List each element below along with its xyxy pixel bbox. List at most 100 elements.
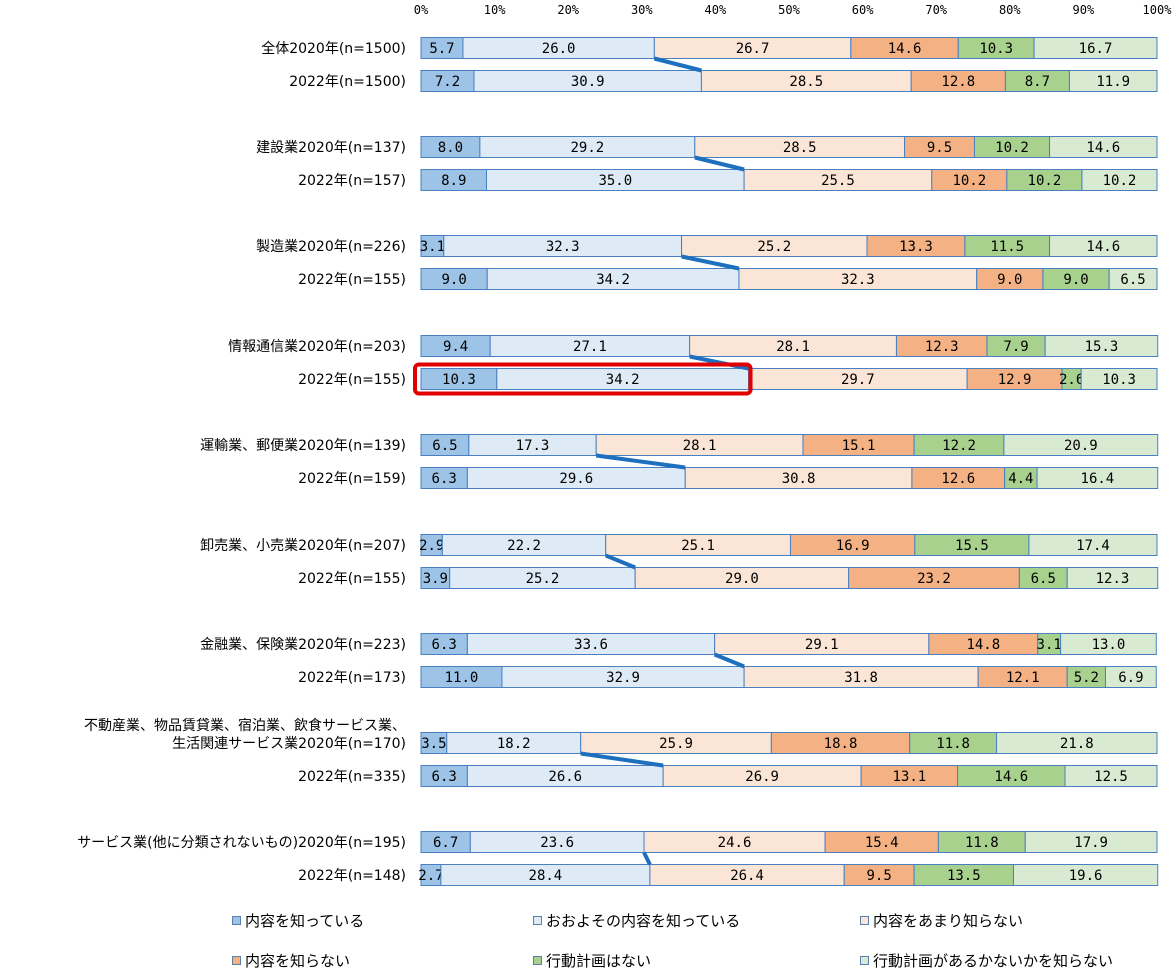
segment-value-label: 28.1 <box>776 339 810 355</box>
row-label: 製造業2020年(n=226) <box>256 239 406 255</box>
segment-value-label: 32.3 <box>841 272 875 288</box>
connector-line <box>713 652 745 669</box>
legend-label: 内容を知らない <box>245 952 351 970</box>
segment-value-label: 35.0 <box>598 173 632 189</box>
segment-value-label: 16.7 <box>1079 41 1113 57</box>
segment-value-label: 8.7 <box>1025 74 1050 90</box>
segment-value-label: 13.5 <box>947 868 981 884</box>
segment-value-label: 16.9 <box>836 538 870 554</box>
segment-value-label: 29.2 <box>570 140 604 156</box>
segment-value-label: 3.1 <box>420 239 445 255</box>
segment-value-label: 17.3 <box>516 438 550 454</box>
x-tick-label: 80% <box>999 3 1021 17</box>
segment-value-label: 24.6 <box>718 835 752 851</box>
row-label: 2022年(n=1500) <box>289 74 406 90</box>
row-label: 2022年(n=155) <box>298 571 406 587</box>
segment-value-label: 11.8 <box>936 736 970 752</box>
bar-segment <box>996 732 1158 754</box>
segment-value-label: 26.6 <box>548 769 582 785</box>
segment-value-label: 32.9 <box>606 670 640 686</box>
bar-segment <box>1068 70 1158 92</box>
segment-value-label: 6.9 <box>1118 670 1143 686</box>
row-label: 2022年(n=155) <box>298 272 406 288</box>
segment-value-label: 10.3 <box>1102 372 1136 388</box>
x-tick-label: 20% <box>557 3 579 17</box>
segment-value-label: 34.2 <box>606 372 640 388</box>
segment-value-label: 12.6 <box>941 471 975 487</box>
segment-value-label: 10.3 <box>979 41 1013 57</box>
segment-value-label: 5.7 <box>429 41 454 57</box>
segment-value-label: 6.7 <box>433 835 458 851</box>
segment-value-label: 15.5 <box>955 538 989 554</box>
segment-value-label: 2.7 <box>418 868 443 884</box>
segment-value-label: 12.3 <box>925 339 959 355</box>
row-label: 2022年(n=335) <box>298 769 406 785</box>
legend-swatch <box>533 956 542 965</box>
segment-value-label: 18.2 <box>497 736 531 752</box>
row-label: 卸売業、小売業2020年(n=207) <box>200 538 406 554</box>
segment-value-label: 26.4 <box>730 868 764 884</box>
legend-swatch <box>533 916 542 925</box>
segment-value-label: 6.5 <box>1120 272 1145 288</box>
segment-value-label: 2.9 <box>419 538 444 554</box>
connector-line <box>694 155 745 172</box>
segment-value-label: 12.3 <box>1096 571 1130 587</box>
segment-value-label: 13.0 <box>1092 637 1126 653</box>
segment-value-label: 13.3 <box>899 239 933 255</box>
segment-value-label: 12.5 <box>1094 769 1128 785</box>
legend-item: 内容を知らない <box>232 950 350 971</box>
segment-value-label: 25.2 <box>757 239 791 255</box>
row-label: 情報通信業2020年(n=203) <box>228 339 406 355</box>
connector-line <box>604 553 636 570</box>
segment-value-label: 12.2 <box>942 438 976 454</box>
row-label: サービス業(他に分類されないもの)2020年(n=195) <box>77 835 406 851</box>
highlight-box <box>413 362 753 396</box>
connector-line <box>653 56 702 73</box>
x-tick-label: 60% <box>852 3 874 17</box>
legend-item: おおよその内容を知っている <box>533 910 740 931</box>
segment-value-label: 29.0 <box>725 571 759 587</box>
connector-line <box>642 851 652 866</box>
segment-value-label: 28.1 <box>683 438 717 454</box>
legend-label: 内容を知っている <box>245 912 365 930</box>
segment-value-label: 3.1 <box>1037 637 1062 653</box>
segment-value-label: 27.1 <box>573 339 607 355</box>
legend-item: 行動計画があるかないかを知らない <box>860 950 1113 971</box>
stacked-bar-chart: 0% 10% 20% 30% 40% 50% 60% 70% 80% 90% 100% 全体2020年… <box>77 3 1172 886</box>
connector-line <box>580 751 664 768</box>
segment-value-label: 3.5 <box>421 736 446 752</box>
row-label: 2022年(n=159) <box>298 471 406 487</box>
legend-label: 行動計画はない <box>546 952 652 970</box>
legend-swatch <box>860 956 869 965</box>
segment-value-label: 5.2 <box>1074 670 1099 686</box>
segment-value-label: 15.3 <box>1085 339 1119 355</box>
segment-value-label: 2.6 <box>1059 372 1084 388</box>
segment-value-label: 8.0 <box>438 140 463 156</box>
segment-value-label: 19.6 <box>1069 868 1103 884</box>
segment-value-label: 10.2 <box>1028 173 1062 189</box>
segment-value-label: 17.9 <box>1074 835 1108 851</box>
connector-line <box>681 254 740 271</box>
segment-value-label: 30.8 <box>782 471 816 487</box>
segment-value-label: 30.9 <box>571 74 605 90</box>
bar-segment <box>1066 567 1159 589</box>
segment-value-label: 9.5 <box>927 140 952 156</box>
segment-value-label: 7.9 <box>1003 339 1028 355</box>
segment-value-label: 17.4 <box>1076 538 1110 554</box>
row-label: 金融業、保険業2020年(n=223) <box>200 637 406 653</box>
segment-value-label: 26.7 <box>736 41 770 57</box>
segment-value-label: 31.8 <box>844 670 878 686</box>
bar-segment <box>1028 534 1158 556</box>
bar-segment <box>1036 467 1159 489</box>
segment-value-label: 13.1 <box>892 769 926 785</box>
segment-value-label: 28.5 <box>789 74 823 90</box>
legend-swatch <box>232 916 241 925</box>
legend-swatch <box>860 916 869 925</box>
bar-segment <box>1003 434 1159 456</box>
segment-value-label: 25.1 <box>681 538 715 554</box>
segment-value-label: 25.9 <box>659 736 693 752</box>
connector-line <box>595 453 686 470</box>
row-label: 2022年(n=157) <box>298 173 406 189</box>
segment-value-label: 23.2 <box>917 571 951 587</box>
bar-segment <box>1108 268 1158 290</box>
